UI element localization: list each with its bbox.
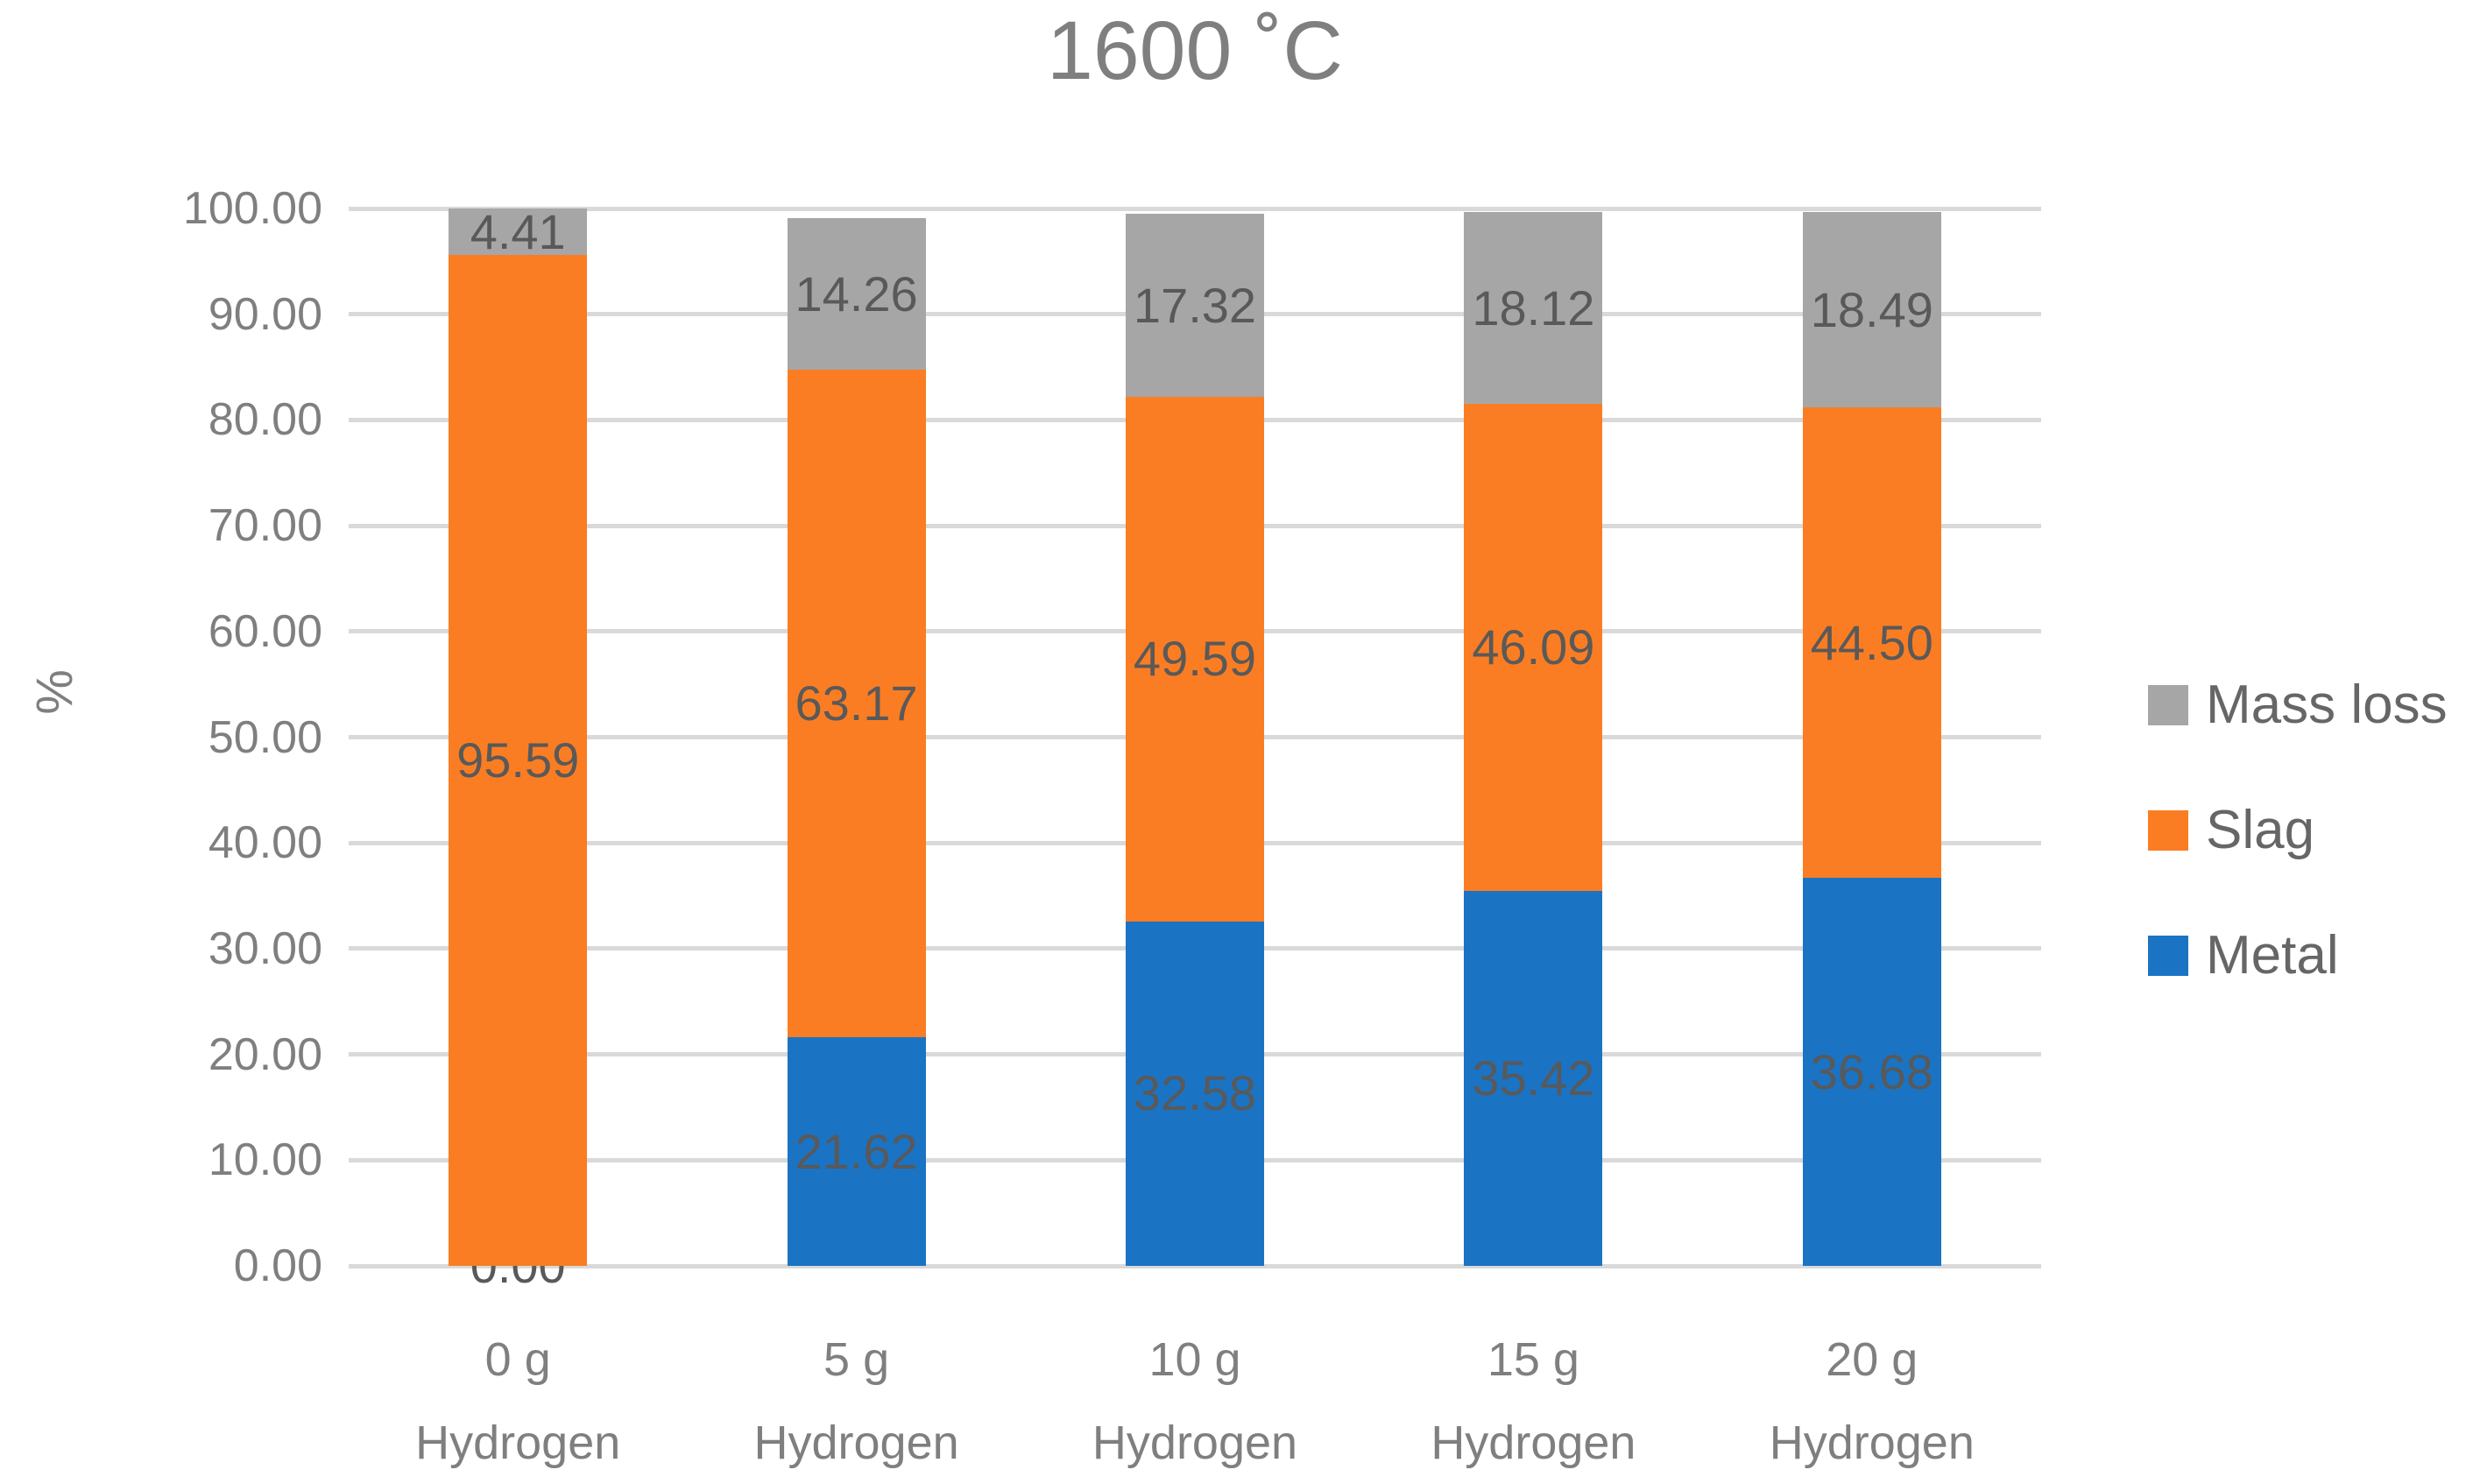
data-label-mass-loss: 18.12 <box>1472 279 1595 336</box>
y-tick-label: 70.00 <box>208 500 322 552</box>
legend: Mass loss Slag Metal <box>2148 642 2448 1018</box>
y-tick-label: 90.00 <box>208 288 322 340</box>
x-axis-label: 5 g Hydrogen <box>753 1333 959 1469</box>
bar-segment-metal <box>1802 878 1941 1266</box>
legend-swatch-icon <box>2148 935 2188 976</box>
legend-label: Metal <box>2206 925 2339 986</box>
y-tick-label: 50.00 <box>208 711 322 763</box>
data-label-metal: 32.58 <box>1133 1065 1257 1121</box>
x-axis-label: 20 g Hydrogen <box>1769 1333 1975 1469</box>
bar-segment-slag <box>1464 404 1603 892</box>
bar-segment-metal <box>1126 921 1264 1266</box>
x-axis-label: 15 g Hydrogen <box>1431 1333 1636 1469</box>
x-axis-label: 10 g Hydrogen <box>1092 1333 1298 1469</box>
bar-segment-mass-loss <box>1464 212 1603 405</box>
bar-segment-slag <box>1802 407 1941 879</box>
bar-segment-slag <box>787 369 926 1038</box>
x-axis-label: 0 g Hydrogen <box>415 1333 621 1469</box>
bar-segment-mass-loss <box>449 208 588 256</box>
bar-segment-slag <box>1126 397 1264 922</box>
y-tick-label: 80.00 <box>208 394 322 446</box>
legend-item-metal: Metal <box>2148 893 2448 1018</box>
data-label-slag: 95.59 <box>456 732 580 788</box>
legend-item-mass-loss: Mass loss <box>2148 642 2448 767</box>
y-tick-label: 60.00 <box>208 605 322 657</box>
y-tick-label: 10.00 <box>208 1134 322 1186</box>
y-tick-label: 30.00 <box>208 922 322 974</box>
gridline <box>349 1263 2041 1268</box>
legend-item-slag: Slag <box>2148 767 2448 893</box>
y-tick-label: 0.00 <box>233 1240 322 1291</box>
data-label-mass-loss: 14.26 <box>795 265 918 322</box>
data-label-slag: 46.09 <box>1472 619 1595 675</box>
bar-segment-mass-loss <box>787 218 926 370</box>
legend-label: Slag <box>2206 800 2315 860</box>
data-label-metal: 36.68 <box>1810 1043 1933 1099</box>
bar-segment-mass-loss <box>1802 211 1941 408</box>
bar-segment-metal <box>1464 891 1603 1266</box>
y-tick-label: 40.00 <box>208 817 322 869</box>
data-label-mass-loss: 4.41 <box>470 203 566 259</box>
data-label-mass-loss: 17.32 <box>1133 277 1257 333</box>
legend-swatch-icon <box>2148 684 2188 725</box>
data-label-slag: 44.50 <box>1810 614 1933 670</box>
data-label-slag: 49.59 <box>1133 631 1257 687</box>
data-label-metal: 35.42 <box>1472 1050 1595 1106</box>
legend-swatch-icon <box>2148 809 2188 851</box>
bar-segment-metal <box>787 1037 926 1266</box>
data-label-metal: 21.62 <box>795 1123 918 1179</box>
chart-title: 1600 ˚C <box>1047 4 1343 97</box>
bar-segment-slag <box>449 255 588 1266</box>
legend-label: Mass loss <box>2206 675 2448 735</box>
y-tick-label: 20.00 <box>208 1028 322 1080</box>
data-label-slag: 63.17 <box>795 675 918 731</box>
bar-segment-mass-loss <box>1126 214 1264 398</box>
gridline <box>349 206 2041 211</box>
data-label-mass-loss: 18.49 <box>1810 281 1933 337</box>
y-tick-label: 100.00 <box>182 183 322 234</box>
